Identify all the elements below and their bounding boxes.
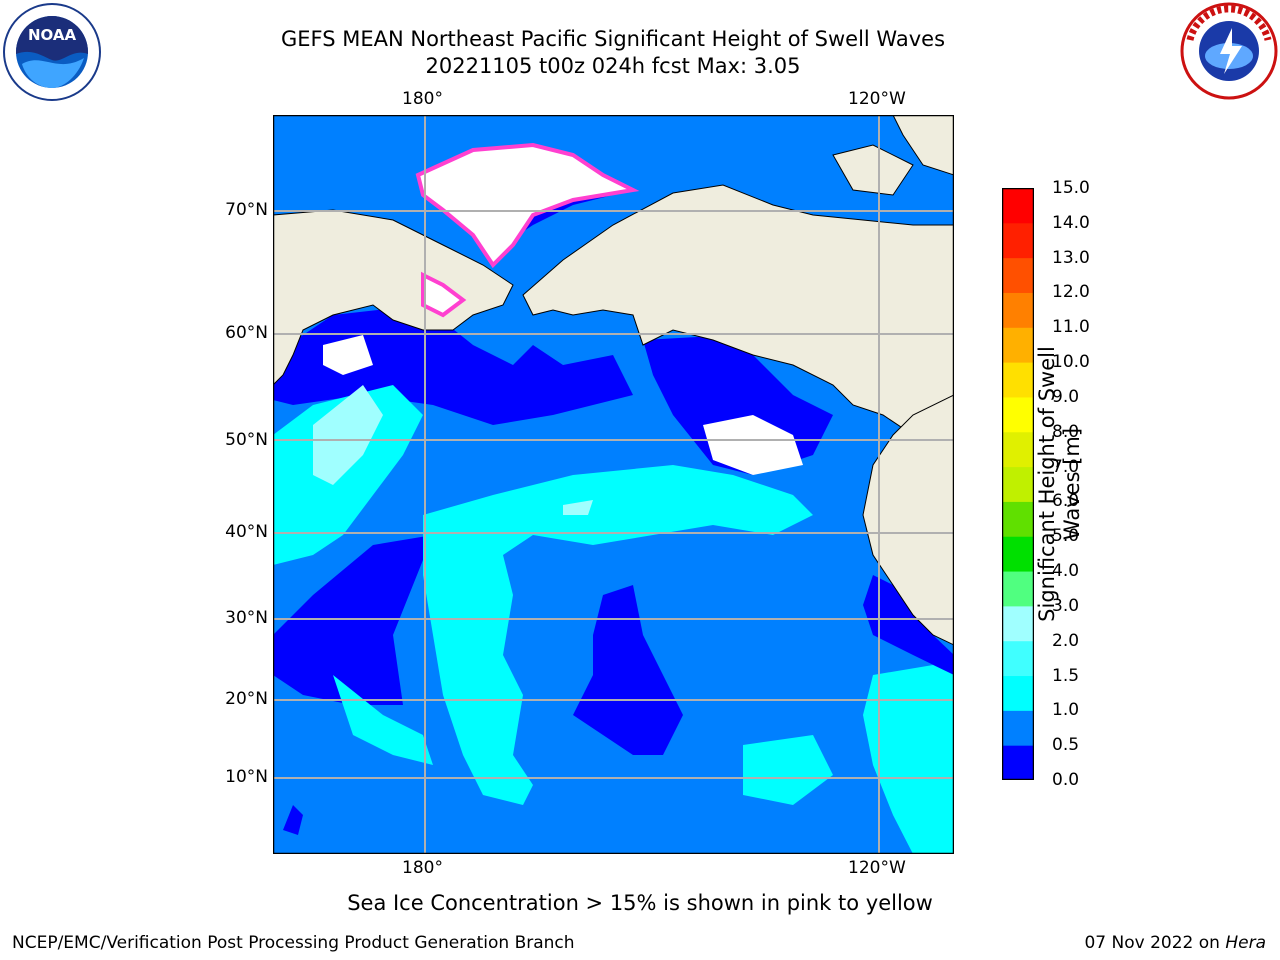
colorbar-segment — [1002, 571, 1034, 607]
footer-date: 07 Nov 2022 on — [1084, 933, 1226, 953]
colorbar-segments — [1002, 188, 1034, 780]
graticule — [273, 115, 954, 854]
colorbar-tick-label: 6.0 — [1052, 491, 1080, 512]
footer-host: Hera — [1225, 933, 1266, 953]
colorbar-segment — [1002, 675, 1034, 711]
colorbar-tick-label: 0.5 — [1052, 735, 1080, 756]
colorbar-tick-label: 13.0 — [1052, 247, 1090, 268]
colorbar-segment — [1002, 710, 1034, 746]
lon-label-top-120w: 120°W — [848, 89, 906, 109]
land-masses — [273, 115, 954, 646]
colorbar-segment — [1002, 257, 1034, 293]
colorbar-tick-label: 10.0 — [1052, 352, 1090, 373]
lat-label-30n: 30°N — [225, 608, 268, 628]
colorbar-tick-label: 7.0 — [1052, 456, 1080, 477]
lon-label-bottom-180: 180° — [402, 858, 443, 878]
lat-label-50n: 50°N — [225, 430, 268, 450]
chart-subtitle-run: 20221105 t00z 024h fcst Max: 3.05 — [425, 54, 801, 78]
swell-height-map — [273, 115, 954, 854]
colorbar-tick-label: 14.0 — [1052, 212, 1090, 233]
colorbar-segment — [1002, 745, 1034, 780]
colorbar-title: Significant Height of Swell Waves [m] — [1035, 346, 1084, 622]
sea-ice — [415, 142, 640, 318]
sea-ice-note: Sea Ice Concentration > 15% is shown in … — [347, 891, 933, 915]
lat-label-60n: 60°N — [225, 323, 268, 343]
colorbar-tick-label: 11.0 — [1052, 317, 1090, 338]
colorbar — [1002, 188, 1034, 780]
colorbar-tick-label: 0.0 — [1052, 770, 1080, 790]
mid-swell-regions — [273, 385, 954, 854]
colorbar-tick-label: 1.5 — [1052, 665, 1080, 686]
lon-label-bottom-120w: 120°W — [848, 858, 906, 878]
lat-label-70n: 70°N — [225, 200, 268, 220]
noaa-logo-text: NOAA — [28, 26, 77, 44]
colorbar-segment — [1002, 431, 1034, 468]
noaa-logo: NOAA — [2, 2, 102, 102]
colorbar-frame — [1002, 188, 1034, 780]
colorbar-tick-label: 4.0 — [1052, 561, 1080, 582]
high-swell-regions — [313, 385, 593, 515]
colorbar-segment — [1002, 327, 1034, 363]
footer-left: NCEP/EMC/Verification Post Processing Pr… — [12, 933, 575, 953]
colorbar-segment — [1002, 362, 1034, 398]
lat-label-40n: 40°N — [225, 522, 268, 542]
colorbar-tick-label: 9.0 — [1052, 386, 1080, 407]
colorbar-segment — [1002, 188, 1034, 224]
lat-label-20n: 20°N — [225, 689, 268, 709]
colorbar-tick-label: 15.0 — [1052, 178, 1090, 198]
map-frame — [273, 115, 954, 854]
chart-title: GEFS MEAN Northeast Pacific Significant … — [280, 27, 946, 51]
colorbar-tick-label: 12.0 — [1052, 282, 1090, 303]
colorbar-tick-label: 8.0 — [1052, 421, 1080, 442]
nws-logo — [1180, 2, 1278, 100]
colorbar-tick-label: 5.0 — [1052, 526, 1080, 547]
colorbar-tick-label: 3.0 — [1052, 595, 1080, 616]
colorbar-segment — [1002, 396, 1034, 433]
colorbar-segment — [1002, 640, 1034, 677]
colorbar-segment — [1002, 501, 1034, 537]
lon-label-top-180: 180° — [402, 89, 443, 109]
colorbar-tick-label: 2.0 — [1052, 630, 1080, 651]
colorbar-segment — [1002, 292, 1034, 328]
lat-label-10n: 10°N — [225, 767, 268, 787]
ocean-null-regions — [323, 335, 803, 475]
colorbar-segment — [1002, 605, 1034, 642]
colorbar-segment — [1002, 466, 1034, 502]
footer-right: 07 Nov 2022 on Hera — [1084, 933, 1266, 953]
colorbar-segment — [1002, 222, 1034, 259]
colorbar-segment — [1002, 536, 1034, 572]
colorbar-tick-label: 1.0 — [1052, 700, 1080, 721]
